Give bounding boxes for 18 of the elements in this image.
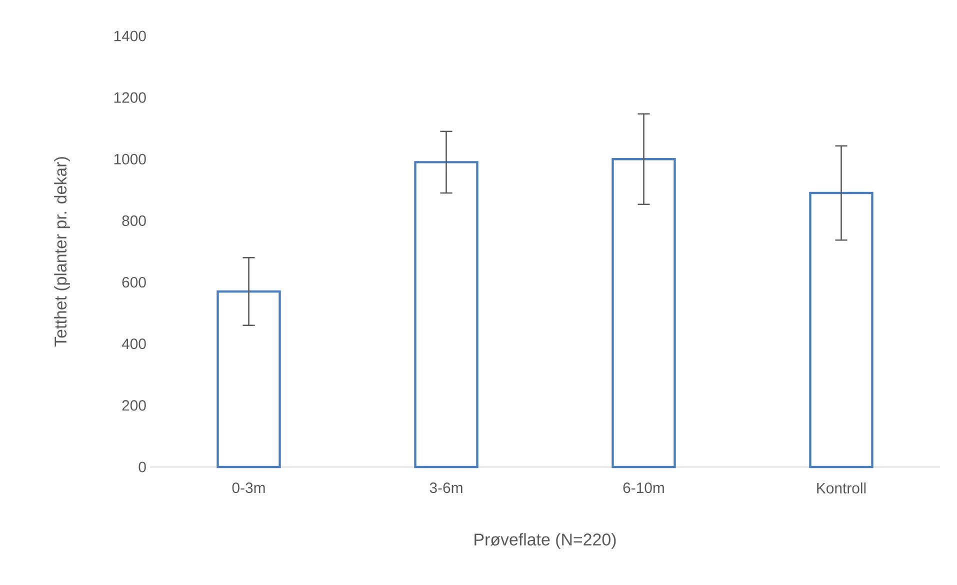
bar	[414, 161, 478, 468]
y-tick-label: 1200	[114, 92, 146, 103]
x-tick-label: 3-6m	[430, 482, 462, 494]
bar	[216, 290, 281, 468]
y-tick-label: 400	[122, 338, 146, 350]
y-tick-label: 800	[122, 215, 146, 226]
y-tick-label: 1400	[114, 30, 146, 42]
y-tick-label: 600	[122, 276, 146, 288]
y-tick-label: 0	[138, 462, 146, 472]
x-tick-label: 6-10m	[623, 482, 664, 494]
bar	[809, 192, 874, 468]
y-tick-label: 200	[122, 400, 146, 411]
bar	[612, 158, 676, 468]
x-tick-label: Kontroll	[817, 482, 866, 494]
x-tick-label: 0-3m	[232, 482, 265, 494]
x-axis-title: Prøveflate (N=220)	[474, 533, 616, 549]
y-axis-title: Tetthet (planter pr. dekar)	[54, 157, 70, 347]
y-tick-label: 1000	[114, 154, 146, 164]
